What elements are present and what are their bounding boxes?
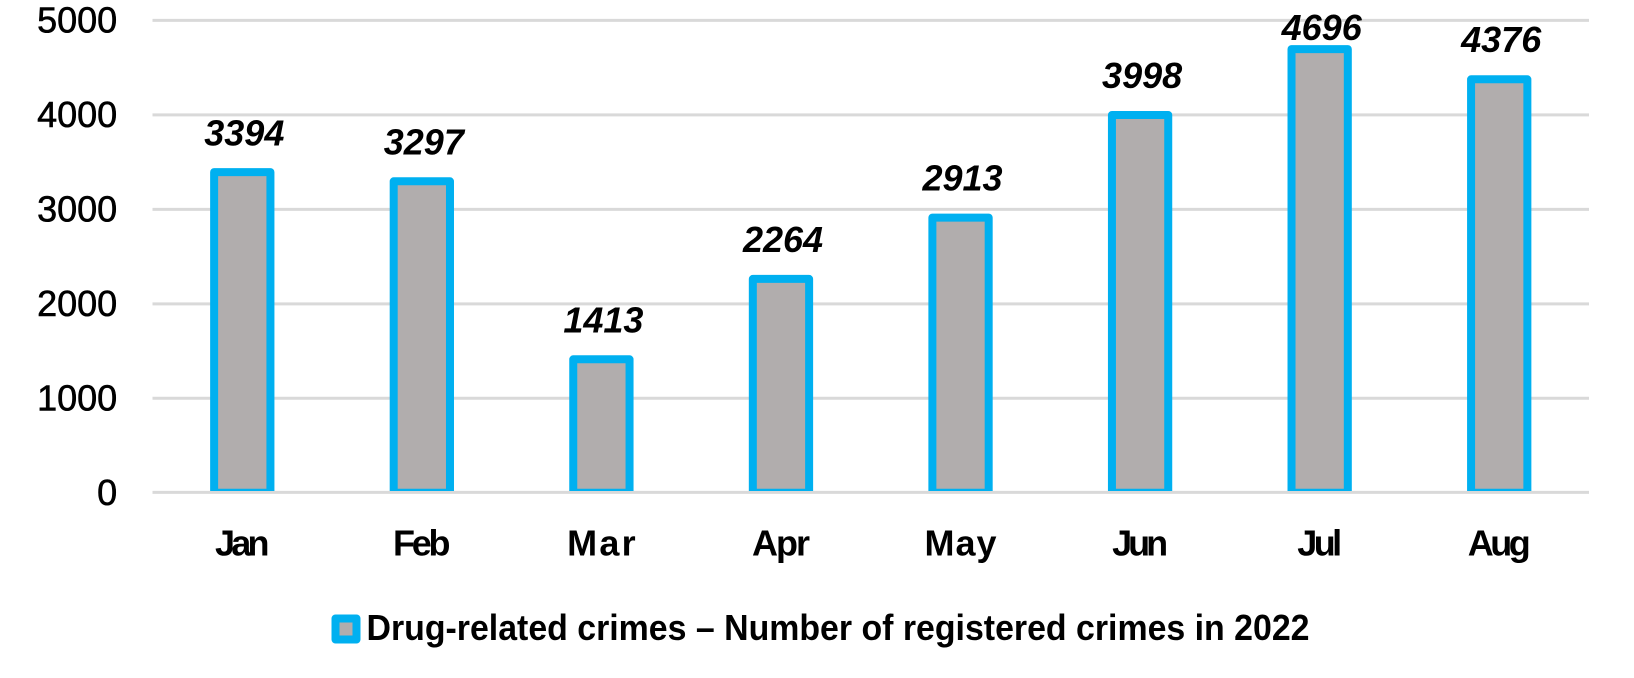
svg-text:3000: 3000 (37, 188, 117, 229)
svg-text:Mar: Mar (567, 522, 636, 563)
svg-text:Jun: Jun (1112, 522, 1168, 563)
svg-text:Aug: Aug (1468, 522, 1531, 563)
svg-text:Drug-related crimes – Number o: Drug-related crimes – Number of register… (367, 607, 1310, 648)
svg-text:1000: 1000 (37, 377, 117, 418)
svg-text:Jul: Jul (1297, 522, 1342, 563)
svg-text:2264: 2264 (742, 219, 823, 260)
svg-text:Apr: Apr (752, 522, 810, 563)
svg-text:4696: 4696 (1281, 7, 1363, 48)
svg-text:3297: 3297 (384, 122, 466, 163)
svg-text:4000: 4000 (37, 94, 117, 135)
svg-text:May: May (925, 522, 997, 563)
svg-text:Jan: Jan (215, 522, 269, 563)
svg-text:Feb: Feb (393, 522, 451, 563)
svg-text:5000: 5000 (37, 0, 117, 40)
svg-text:4376: 4376 (1460, 19, 1542, 60)
svg-text:3998: 3998 (1102, 55, 1182, 96)
svg-text:1413: 1413 (563, 300, 643, 341)
svg-text:2000: 2000 (37, 283, 117, 324)
svg-text:0: 0 (97, 472, 117, 513)
svg-text:3394: 3394 (204, 112, 284, 153)
svg-text:2913: 2913 (921, 158, 1002, 199)
